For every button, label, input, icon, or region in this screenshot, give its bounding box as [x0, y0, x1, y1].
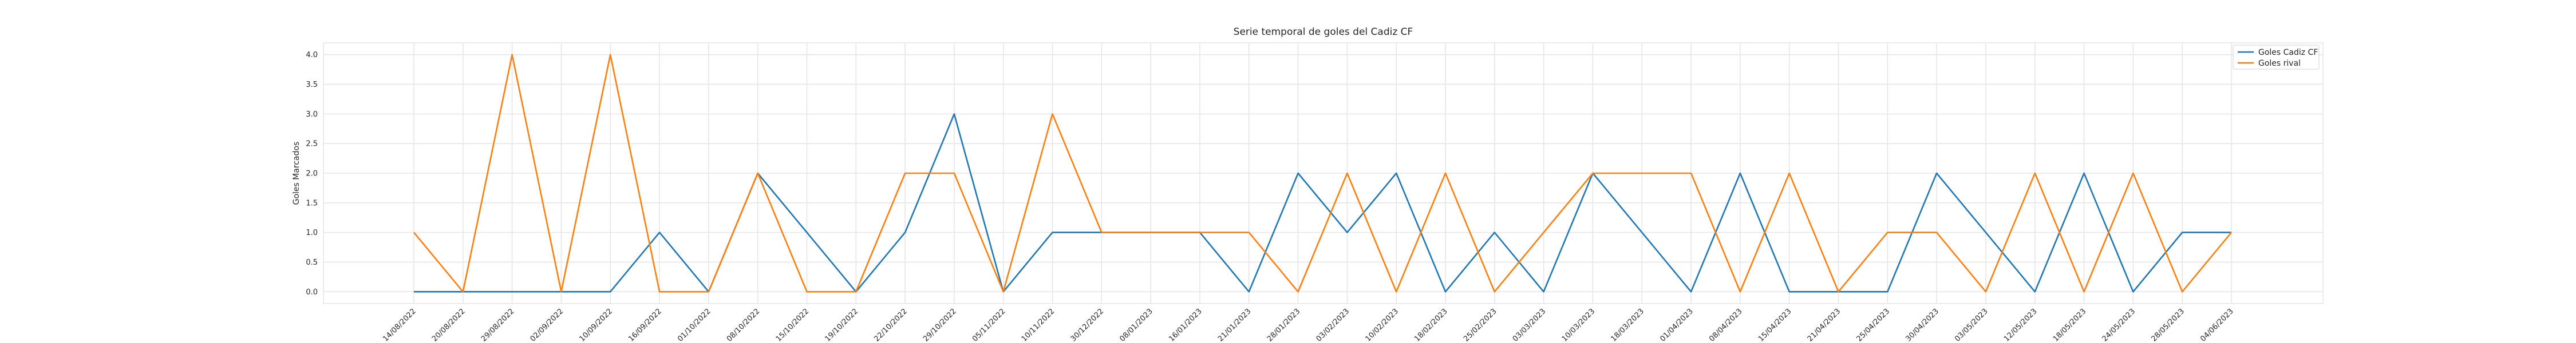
x-tick-label: 04/06/2023	[2199, 307, 2235, 343]
x-tick-labels: 14/08/2022 20/08/2022 29/08/2022 02/09/2022…	[381, 307, 2235, 343]
x-tick-label: 01/10/2022	[676, 307, 713, 343]
x-tick-label: 05/11/2022	[971, 307, 1008, 343]
x-tick-label: 16/01/2023	[1167, 307, 1204, 343]
y-tick-label: 3.5	[306, 81, 318, 89]
x-tick-label: 15/10/2022	[775, 307, 811, 343]
x-tick-label: 22/10/2022	[872, 307, 909, 343]
x-tick-label: 08/04/2023	[1708, 307, 1744, 343]
x-tick-label: 08/10/2022	[725, 307, 762, 343]
y-tick-labels: 0.0 0.5 1.0 1.5 2.0 2.5 3.0 3.5 4.0	[306, 51, 318, 297]
x-tick-label: 08/01/2023	[1118, 307, 1155, 343]
x-tick-label: 29/08/2022	[480, 307, 516, 343]
x-tick-label: 18/02/2023	[1413, 307, 1449, 343]
x-tick-label: 29/10/2022	[922, 307, 958, 343]
x-tick-label: 19/10/2022	[824, 307, 860, 343]
x-tick-label: 20/08/2022	[430, 307, 467, 343]
x-tick-label: 10/09/2022	[578, 307, 614, 343]
y-tick-label: 2.5	[306, 140, 318, 149]
series-line-goles-rival	[413, 54, 2233, 293]
x-tick-label: 30/12/2022	[1069, 307, 1106, 343]
x-tick-label: 03/02/2023	[1315, 307, 1352, 343]
x-tick-label: 21/04/2023	[1806, 307, 1843, 343]
y-tick-label: 1.0	[306, 229, 318, 237]
legend-label: Goles rival	[2258, 59, 2301, 68]
x-tick-label: 18/05/2023	[2052, 307, 2088, 343]
x-tick-label: 01/04/2023	[1658, 307, 1695, 343]
x-tick-label: 10/03/2023	[1560, 307, 1597, 343]
x-tick-label: 15/04/2023	[1757, 307, 1793, 343]
x-tick-label: 03/05/2023	[1953, 307, 1990, 343]
x-tick-label: 10/11/2022	[1020, 307, 1057, 343]
x-tick-label: 03/03/2023	[1511, 307, 1548, 343]
y-tick-label: 0.5	[306, 258, 318, 267]
x-tick-label: 25/04/2023	[1855, 307, 1892, 343]
x-tick-label: 21/01/2023	[1216, 307, 1253, 343]
y-tick-label: 3.0	[306, 110, 318, 119]
series-lines	[413, 54, 2233, 293]
chart-title: Serie temporal de goles del Cadiz CF	[1234, 26, 1413, 38]
y-tick-label: 2.0	[306, 170, 318, 178]
x-tick-label: 10/02/2023	[1364, 307, 1400, 343]
x-tick-label: 30/04/2023	[1904, 307, 1941, 343]
y-tick-label: 4.0	[306, 51, 318, 59]
x-tick-label: 28/05/2023	[2150, 307, 2186, 343]
legend-label: Goles Cadiz CF	[2258, 48, 2318, 57]
x-tick-label: 24/05/2023	[2101, 307, 2138, 343]
x-tick-label: 12/05/2023	[2002, 307, 2039, 343]
x-tick-label: 25/02/2023	[1462, 307, 1499, 343]
x-tick-label: 28/01/2023	[1266, 307, 1302, 343]
y-tick-label: 0.0	[306, 288, 318, 297]
x-tick-label: 18/03/2023	[1610, 307, 1646, 343]
y-tick-label: 1.5	[306, 199, 318, 208]
legend-box	[2233, 45, 2320, 70]
y-axis-label: Goles Marcados	[292, 142, 301, 205]
legend: Goles Cadiz CF Goles rival	[2233, 45, 2320, 70]
x-tick-label: 14/08/2022	[381, 307, 418, 343]
x-tick-label: 16/09/2022	[627, 307, 663, 343]
x-tick-label: 02/09/2022	[529, 307, 566, 343]
